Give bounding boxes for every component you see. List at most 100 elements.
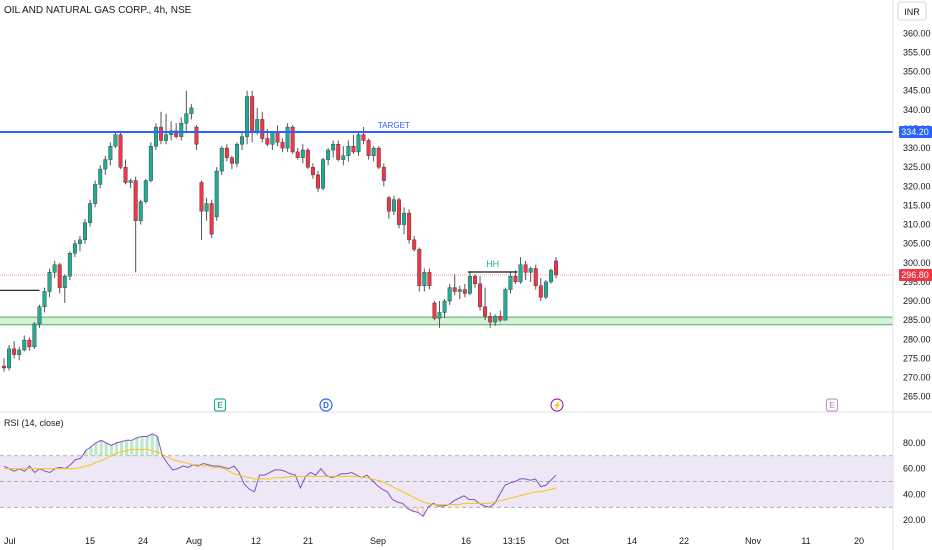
- time-tick-label: 11: [801, 536, 810, 546]
- event-badge-letter: ⚡: [552, 400, 562, 410]
- candle-body: [402, 212, 407, 225]
- candles-layer: [2, 90, 558, 372]
- candle-body: [219, 147, 224, 172]
- candle-body: [407, 212, 412, 241]
- candle-body: [305, 149, 310, 168]
- price-tick-label: 310.00: [903, 220, 931, 230]
- candle-body: [47, 272, 52, 292]
- candle-body: [397, 199, 401, 225]
- candle-body: [22, 339, 27, 351]
- price-tick-label: 355.00: [903, 48, 931, 58]
- candle-body: [523, 264, 528, 273]
- candle-body: [432, 302, 437, 319]
- candle-body: [285, 126, 290, 149]
- time-tick-label: 16: [461, 536, 471, 546]
- price-tick-label: 360.00: [903, 28, 931, 38]
- candle-body: [179, 123, 184, 137]
- candle-body: [290, 126, 295, 153]
- candle-body: [548, 270, 553, 283]
- candle-body: [493, 316, 498, 323]
- price-tick-label: 280.00: [903, 334, 931, 344]
- candle-body: [153, 126, 158, 147]
- candle-body: [488, 316, 493, 323]
- candle-body: [331, 144, 336, 151]
- candle-body: [62, 275, 67, 288]
- candle-body: [42, 291, 47, 307]
- candle-body: [442, 300, 447, 313]
- event-badge[interactable]: E: [213, 398, 227, 412]
- time-tick-label: Sep: [370, 536, 386, 546]
- candle-body: [376, 147, 381, 168]
- candle-body: [361, 134, 366, 141]
- price-tick-label: 330.00: [903, 143, 931, 153]
- rsi-tick-label: 40.00: [903, 489, 926, 499]
- candle-body: [528, 268, 533, 273]
- time-tick-label: 15: [85, 536, 95, 546]
- candle-body: [503, 289, 508, 321]
- candle-body: [346, 145, 351, 156]
- candle-body: [310, 167, 315, 176]
- event-badge[interactable]: ⚡: [550, 398, 564, 412]
- candle-body: [336, 144, 341, 160]
- candle-body: [462, 289, 467, 294]
- currency-label: INR: [904, 7, 920, 17]
- rsi-tick-label: 60.00: [903, 464, 926, 474]
- candle-body: [2, 365, 6, 369]
- candle-body: [83, 222, 87, 241]
- candle-body: [478, 283, 483, 307]
- current-price-text: 296.80: [901, 270, 929, 280]
- price-tick-label: 265.00: [903, 392, 931, 402]
- candle-body: [341, 155, 346, 160]
- candle-body: [467, 275, 472, 294]
- candle-body: [189, 107, 194, 114]
- event-badge[interactable]: E: [825, 398, 839, 412]
- candle-body: [133, 180, 138, 221]
- candle-body: [533, 268, 538, 286]
- price-tick-label: 340.00: [903, 105, 931, 115]
- price-tick-label: 285.00: [903, 315, 931, 325]
- candle-body: [229, 157, 234, 164]
- candle-body: [275, 132, 280, 143]
- candle-body: [77, 239, 82, 244]
- event-badge-letter: D: [323, 401, 329, 410]
- price-tick-label: 295.00: [903, 277, 931, 287]
- price-tick-label: 325.00: [903, 162, 931, 172]
- zone-layer: [0, 274, 893, 326]
- candle-body: [366, 140, 371, 156]
- lines-layer: TARGET HH E D ⚡ E: [0, 121, 893, 412]
- candle-body: [204, 203, 209, 212]
- candle-body: [103, 159, 108, 170]
- time-tick-label: Aug: [186, 536, 202, 546]
- candle-body: [17, 349, 22, 355]
- candle-body: [250, 96, 255, 133]
- candle-body: [148, 145, 153, 181]
- candle-body: [123, 167, 128, 183]
- rsi-layer: [0, 433, 893, 518]
- event-badge[interactable]: D: [319, 398, 333, 412]
- rsi-overbought-fill: [84, 433, 159, 456]
- candle-body: [174, 130, 179, 137]
- candle-body: [508, 275, 513, 290]
- rsi-tick-label: 20.00: [903, 515, 926, 525]
- candle-body: [356, 134, 361, 153]
- candle-body: [37, 306, 42, 325]
- candle-body: [422, 272, 427, 286]
- candle-body: [159, 126, 163, 141]
- time-tick-label: 14: [627, 536, 637, 546]
- candle-body: [513, 275, 518, 283]
- candle-body: [518, 264, 523, 283]
- candle-body: [12, 348, 17, 355]
- price-tick-label: 270.00: [903, 373, 931, 383]
- candle-body: [164, 134, 169, 141]
- candle-body: [437, 312, 442, 319]
- candle-body: [255, 119, 260, 133]
- time-tick-label: Oct: [555, 536, 570, 546]
- candle-body: [52, 264, 57, 273]
- price-tick-label: 350.00: [903, 67, 931, 77]
- rsi-tick-label: 80.00: [903, 438, 926, 448]
- candle-body: [118, 134, 123, 168]
- event-badge-box: [213, 398, 227, 412]
- candle-body: [143, 180, 148, 202]
- currency-badge[interactable]: [897, 1, 927, 21]
